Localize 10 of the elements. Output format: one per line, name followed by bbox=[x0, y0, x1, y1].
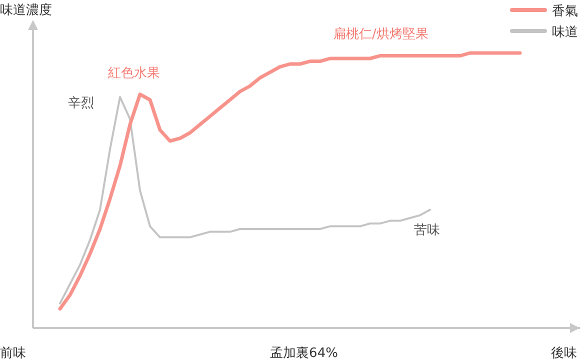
annotation: 辛烈 bbox=[68, 96, 94, 111]
text: 前味 bbox=[0, 346, 26, 361]
text: 後味 bbox=[551, 346, 577, 361]
x-axis-title: 孟加裏64% bbox=[270, 346, 338, 361]
annotation: 紅色水果 bbox=[108, 66, 160, 81]
annotation: 苦味 bbox=[414, 223, 440, 238]
text: 扁桃仁/烘烤堅果 bbox=[333, 27, 428, 42]
legend-label: 味道 bbox=[552, 25, 578, 40]
y-axis-title: 味道濃度 bbox=[0, 2, 52, 18]
legend-label: 香氣 bbox=[552, 4, 578, 19]
